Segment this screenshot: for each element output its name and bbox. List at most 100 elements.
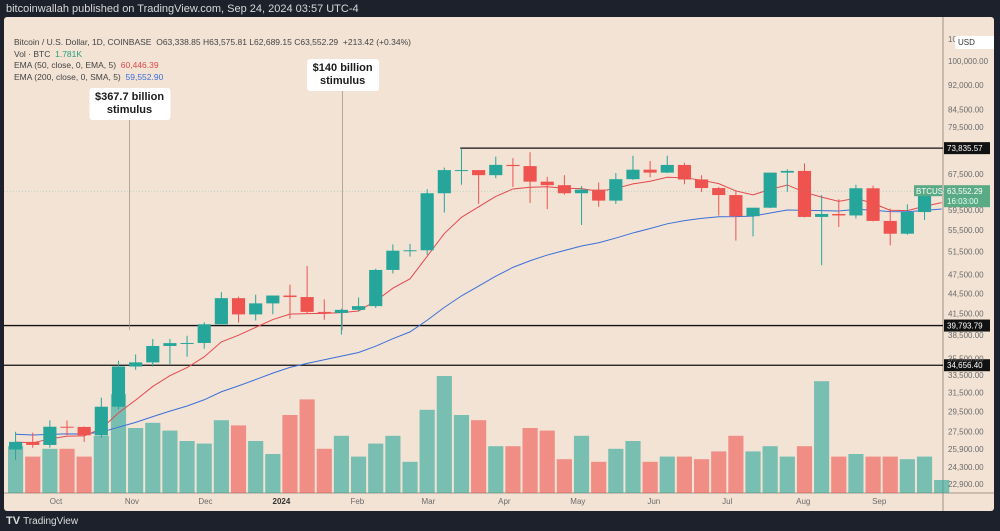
volume-bar xyxy=(831,456,847,493)
time-tick-label: Aug xyxy=(796,497,810,506)
change-value: +213.42 (+0.34%) xyxy=(342,37,411,47)
candle-body xyxy=(283,295,297,298)
level-price-tag xyxy=(944,319,990,332)
volume-bar xyxy=(248,441,264,493)
last-price-label: 63,552.29 xyxy=(947,187,983,196)
volume-bar xyxy=(76,456,92,493)
volume-bar xyxy=(93,435,109,493)
candle-body xyxy=(917,192,932,213)
volume-bar xyxy=(625,441,641,493)
price-chart[interactable]: 73,835.5739,793.7934,656.40108,000.00100… xyxy=(4,17,994,511)
volume-bar xyxy=(608,448,624,493)
candle-body xyxy=(352,306,366,310)
candle-body xyxy=(660,164,674,173)
volume-bar xyxy=(265,454,281,493)
volume-bar xyxy=(282,415,298,493)
candle-body xyxy=(197,324,211,343)
volume-bar xyxy=(230,425,247,493)
price-tick-label: 79,500.00 xyxy=(948,123,984,132)
candle-body xyxy=(866,188,880,221)
volume-bar xyxy=(539,430,555,493)
volume-bar xyxy=(934,480,950,493)
time-tick-label: May xyxy=(570,497,585,506)
candle-body xyxy=(26,441,40,445)
chart-legend: Bitcoin / U.S. Dollar, 1D, COINBASE O63,… xyxy=(14,37,411,83)
volume-bar xyxy=(110,394,127,493)
volume-bar xyxy=(385,435,401,493)
candle-body xyxy=(9,441,23,450)
candle-body xyxy=(386,250,400,270)
volume-bar xyxy=(676,456,692,493)
volume-bar xyxy=(25,456,41,493)
volume-bar xyxy=(316,448,332,493)
time-tick-label: Oct xyxy=(50,497,63,506)
price-tick-label: 29,500.00 xyxy=(948,407,984,416)
price-tick-label: 55,500.00 xyxy=(948,226,984,235)
volume-bar xyxy=(659,456,675,493)
candle-body xyxy=(266,295,280,304)
volume-bar xyxy=(368,443,384,493)
time-tick-label: Dec xyxy=(198,497,212,506)
volume-bar xyxy=(848,454,864,493)
price-tick-label: 31,500.00 xyxy=(948,389,984,398)
candle-body xyxy=(883,220,897,234)
time-tick-label: Jun xyxy=(647,497,660,506)
volume-bar xyxy=(573,435,590,493)
candle-body xyxy=(729,195,743,217)
tradingview-logo-icon: TV xyxy=(6,515,21,527)
volume-bar xyxy=(453,415,470,493)
volume-bar xyxy=(299,399,315,493)
candle-body xyxy=(300,297,314,312)
candle-body xyxy=(129,362,143,367)
volume-bar xyxy=(711,451,727,493)
price-tick-label: 67,500.00 xyxy=(948,170,984,179)
volume-bar xyxy=(128,428,144,493)
volume-bar xyxy=(471,420,487,493)
volume-bar xyxy=(179,441,195,493)
volume-bar xyxy=(436,376,452,493)
candle-body xyxy=(523,166,537,182)
volume-bar xyxy=(196,443,212,493)
candle-body xyxy=(900,212,914,234)
currency-button[interactable]: USD xyxy=(955,36,994,49)
time-tick-label: Mar xyxy=(422,497,436,506)
level-price-tag xyxy=(944,359,990,372)
level-price-label: 39,793.79 xyxy=(947,322,983,331)
volume-bar xyxy=(505,446,521,493)
price-tick-label: 100,000.00 xyxy=(948,57,989,66)
volume-bar xyxy=(762,446,778,493)
level-price-label: 34,656.40 xyxy=(947,361,983,370)
volume-bar xyxy=(745,451,761,493)
annotation-367b-stimulus: $367.7 billion stimulus xyxy=(88,88,171,120)
volume-bar xyxy=(694,459,710,493)
brand-label: TradingView xyxy=(23,515,79,527)
volume-bar xyxy=(796,446,813,493)
symbol-label: Bitcoin / U.S. Dollar, 1D, COINBASE xyxy=(14,37,152,47)
candle-body xyxy=(146,345,160,363)
price-tick-label: 22,900.00 xyxy=(948,480,984,489)
price-tick-label: 47,500.00 xyxy=(948,271,984,280)
candle-body xyxy=(695,179,709,189)
volume-bar xyxy=(522,428,538,493)
price-tick-label: 59,500.00 xyxy=(948,206,984,215)
price-tick-label: 44,500.00 xyxy=(948,289,984,298)
annotation-140b-stimulus: $140 billion stimulus xyxy=(306,59,379,91)
candle-body xyxy=(574,189,589,194)
candle-body xyxy=(77,426,91,436)
annotation-line: $140 billion xyxy=(312,62,373,74)
level-price-label: 73,835.57 xyxy=(947,144,983,153)
volume-bar xyxy=(8,446,24,493)
candle-body xyxy=(94,406,108,436)
price-tick-label: 51,500.00 xyxy=(948,248,984,257)
tradingview-logo[interactable]: TV TradingView xyxy=(6,515,78,527)
volume-bar xyxy=(556,459,572,493)
price-tick-label: 38,500.00 xyxy=(948,331,984,340)
price-tick-label: 84,500.00 xyxy=(948,105,984,114)
volume-bar xyxy=(728,435,744,493)
price-tick-label: 27,500.00 xyxy=(948,428,984,437)
ema50-value: 60,446.39 xyxy=(120,60,159,70)
ema200-value: 59,552.90 xyxy=(125,71,164,82)
candle-body xyxy=(592,189,606,201)
volume-bar xyxy=(865,456,881,493)
price-tick-label: 25,900.00 xyxy=(948,445,984,454)
